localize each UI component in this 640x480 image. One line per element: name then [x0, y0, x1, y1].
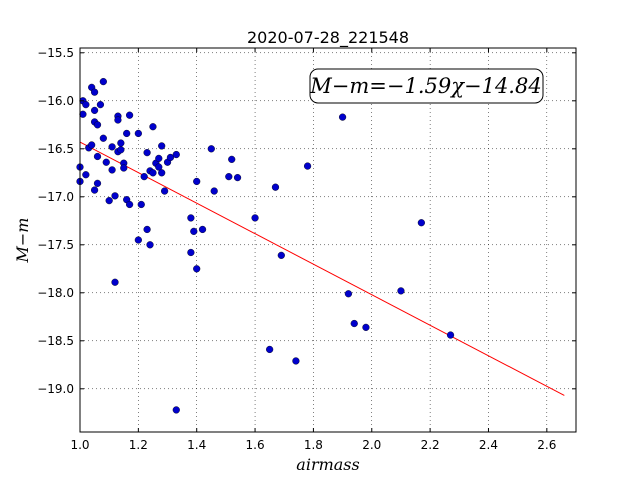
x-tick-label: 2.6	[537, 438, 556, 452]
data-point	[344, 290, 353, 298]
data-point	[187, 248, 195, 257]
data-point	[161, 187, 169, 195]
data-point	[123, 129, 131, 138]
y-tick-label: −18.0	[37, 286, 74, 300]
data-point	[117, 146, 125, 154]
data-point	[102, 158, 110, 166]
data-point	[446, 331, 455, 339]
data-point	[93, 152, 102, 161]
data-point	[140, 173, 148, 181]
y-axis-label: M−m	[13, 218, 32, 264]
data-point	[190, 227, 198, 235]
data-point	[108, 166, 116, 174]
data-point	[126, 111, 134, 119]
chart-title: 2020-07-28_221548	[247, 28, 409, 48]
data-point	[137, 200, 145, 209]
data-point	[155, 154, 163, 163]
data-point	[82, 101, 90, 109]
data-point	[187, 214, 195, 222]
data-point	[233, 174, 242, 182]
data-point	[114, 116, 122, 124]
data-points	[76, 77, 455, 414]
y-tick-label: −15.5	[37, 46, 74, 60]
x-tick-label: 2.2	[421, 438, 440, 452]
x-tick-label: 1.4	[187, 438, 206, 452]
data-point	[228, 155, 236, 163]
y-tick-label: −18.5	[37, 334, 74, 348]
y-tick-label: −16.0	[37, 94, 74, 108]
y-tick-label: −16.5	[37, 142, 74, 156]
x-tick-label: 2.0	[362, 438, 381, 452]
data-point	[143, 225, 151, 234]
data-point	[82, 171, 90, 179]
data-point	[303, 162, 312, 170]
y-tick-label: −17.5	[37, 238, 74, 252]
data-point	[120, 164, 128, 172]
data-point	[105, 197, 113, 205]
data-point	[271, 183, 280, 191]
x-tick-label: 1.2	[129, 438, 148, 452]
data-point	[172, 150, 180, 159]
fit-equation-box: M−m=−1.59χ−14.84	[309, 68, 544, 104]
fit-line-layer	[79, 141, 565, 396]
data-point	[166, 153, 175, 162]
x-tick-label: 2.4	[479, 438, 498, 452]
data-point	[88, 141, 96, 149]
data-point	[108, 143, 116, 151]
data-point	[90, 186, 99, 194]
data-point	[149, 169, 157, 177]
data-point	[362, 323, 370, 331]
data-point	[90, 88, 99, 96]
data-point	[417, 219, 425, 227]
data-point	[193, 177, 201, 186]
y-tick-label: −17.0	[37, 190, 74, 204]
fit-line	[79, 141, 565, 396]
data-point	[338, 113, 347, 121]
data-point	[266, 345, 274, 354]
data-point	[155, 163, 163, 171]
data-point	[146, 241, 154, 249]
x-axis-label: airmass	[296, 455, 359, 474]
data-point	[134, 129, 142, 138]
data-point	[111, 192, 119, 200]
data-point	[397, 287, 405, 295]
x-tick-label: 1.6	[246, 438, 265, 452]
x-tick-label: 1.8	[304, 438, 323, 452]
data-point	[277, 251, 285, 259]
data-point	[292, 357, 300, 365]
data-point	[207, 145, 215, 153]
data-point	[158, 142, 166, 150]
data-point	[99, 77, 107, 86]
data-point	[172, 406, 180, 414]
data-point	[251, 214, 259, 222]
data-point	[198, 225, 207, 234]
data-point	[126, 200, 134, 209]
data-point	[158, 169, 166, 177]
data-point	[111, 278, 119, 286]
axes-frame	[79, 47, 577, 433]
annotation-box	[309, 68, 544, 104]
data-point	[90, 106, 99, 115]
data-point	[134, 236, 142, 244]
y-tick-label: −19.0	[37, 382, 74, 396]
data-point	[93, 121, 102, 129]
data-point	[117, 139, 125, 147]
data-point	[350, 319, 358, 328]
data-point	[96, 101, 105, 109]
fit-equation: M−m=−1.59χ−14.84	[309, 74, 541, 98]
data-point	[210, 187, 218, 195]
x-tick-label: 1.0	[70, 438, 89, 452]
axis-ticks: 1.0 1.2 1.4 1.6 1.8 2.0 2.2 2.4 2.6 −15.5 −16.0 −16…	[37, 46, 576, 452]
data-point	[149, 123, 157, 131]
data-point	[193, 265, 201, 273]
data-point	[225, 173, 233, 181]
data-point	[143, 149, 151, 157]
data-point	[93, 179, 102, 187]
data-point	[99, 134, 107, 142]
data-point	[79, 110, 87, 118]
